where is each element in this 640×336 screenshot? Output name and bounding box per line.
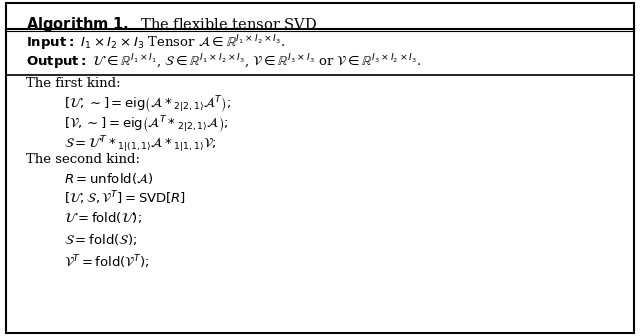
Text: $[\mathcal{U}, \sim] = \mathrm{eig}\left(\mathcal{A} *_{2|2,1\rangle} \mathcal{A: $[\mathcal{U}, \sim] = \mathrm{eig}\left… <box>64 95 231 116</box>
Text: The first kind:: The first kind: <box>26 77 120 90</box>
Text: $[\mathcal{U}, \mathcal{S}, \mathcal{V}^T] = \mathrm{SVD}[R]$: $[\mathcal{U}, \mathcal{S}, \mathcal{V}^… <box>64 190 186 207</box>
FancyBboxPatch shape <box>6 3 634 333</box>
Text: $\bf{Output:}$ $\mathcal{U} \in \mathbb{R}^{I_1 \times I_1}$, $\mathcal{S} \in \: $\bf{Output:}$ $\mathcal{U} \in \mathbb{… <box>26 52 420 72</box>
Text: $R = \mathrm{unfold}(\mathcal{A})$: $R = \mathrm{unfold}(\mathcal{A})$ <box>64 171 154 186</box>
Text: $[\mathcal{V}, \sim] = \mathrm{eig}\left(\mathcal{A}^T *_{2|2,1\rangle} \mathcal: $[\mathcal{V}, \sim] = \mathrm{eig}\left… <box>64 114 228 135</box>
Text: The second kind:: The second kind: <box>26 153 140 166</box>
Text: $\bf{Input:}$ $I_1 \times I_2 \times I_3$ Tensor $\mathcal{A} \in \mathbb{R}^{I_: $\bf{Input:}$ $I_1 \times I_2 \times I_3… <box>26 34 285 53</box>
Text: $\mathcal{U} = \mathrm{fold}(\mathcal{U});$: $\mathcal{U} = \mathrm{fold}(\mathcal{U}… <box>64 210 142 225</box>
Text: $\mathcal{V}^T = \mathrm{fold}(\mathcal{V}^T);$: $\mathcal{V}^T = \mathrm{fold}(\mathcal{… <box>64 254 150 271</box>
Text: $\mathcal{S} = \mathcal{U}^T *_{1|(1,1\rangle} \mathcal{A} *_{1|1,1\rangle} \mat: $\mathcal{S} = \mathcal{U}^T *_{1|(1,1\r… <box>64 134 217 155</box>
Text: $\bf{Algorithm\ 1.}$  The flexible tensor SVD: $\bf{Algorithm\ 1.}$ The flexible tensor… <box>26 15 317 34</box>
Text: $\mathcal{S} = \mathrm{fold}(\mathcal{S});$: $\mathcal{S} = \mathrm{fold}(\mathcal{S}… <box>64 232 137 247</box>
